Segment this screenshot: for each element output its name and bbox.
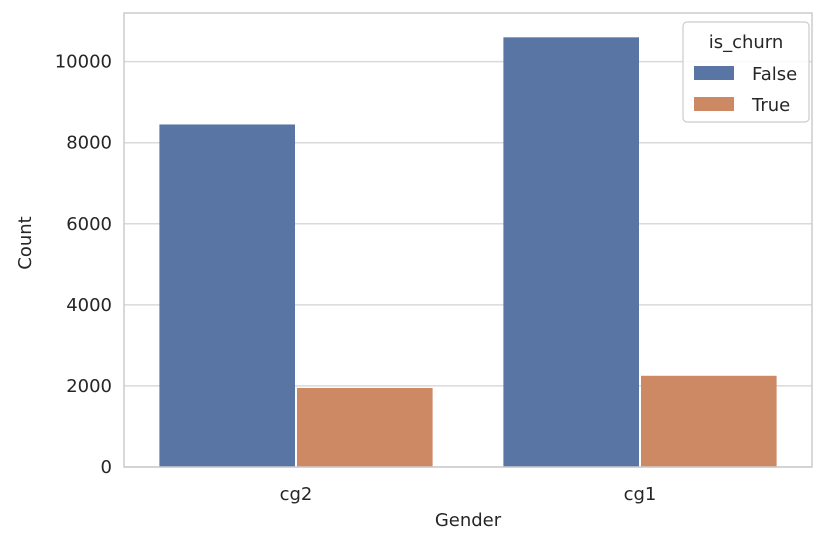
y-tick-label: 4000 bbox=[66, 295, 112, 316]
plot-frame bbox=[123, 12, 813, 468]
y-axis-label: Count bbox=[15, 216, 36, 269]
x-tick-labels: cg2 cg1 bbox=[280, 484, 657, 505]
legend-swatch-false bbox=[694, 66, 734, 80]
bar-cg1-true bbox=[641, 375, 777, 467]
y-tick-label: 6000 bbox=[66, 214, 112, 235]
legend-swatch-true bbox=[694, 97, 734, 111]
bar-cg1-false bbox=[503, 37, 639, 467]
y-tick-label: 10000 bbox=[55, 52, 112, 73]
legend-title: is_churn bbox=[709, 32, 784, 53]
bars-group bbox=[159, 37, 777, 468]
legend-label-true: True bbox=[751, 95, 790, 116]
y-tick-labels: 0 2000 4000 6000 8000 10000 bbox=[55, 52, 112, 478]
y-tick-label: 0 bbox=[101, 457, 112, 478]
x-axis-label: Gender bbox=[435, 510, 502, 531]
legend-label-false: False bbox=[752, 64, 797, 85]
legend: is_churn False True bbox=[682, 21, 810, 123]
bar-cg2-false bbox=[159, 124, 295, 468]
x-tick-label-cg1: cg1 bbox=[624, 484, 657, 505]
bar-cg2-true bbox=[297, 387, 433, 467]
y-tick-label: 8000 bbox=[66, 133, 112, 154]
y-tick-label: 2000 bbox=[66, 376, 112, 397]
x-tick-label-cg2: cg2 bbox=[280, 484, 313, 505]
